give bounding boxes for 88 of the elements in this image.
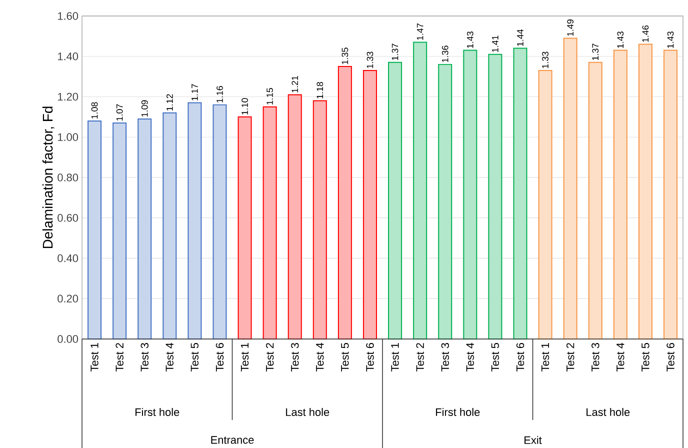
data-label: 1.46 <box>642 25 649 42</box>
data-label: 1.43 <box>466 32 474 48</box>
data-label: 1.44 <box>517 29 524 46</box>
y-tick-label: 1.00 <box>58 133 78 141</box>
y-tick-label: 0.80 <box>58 174 78 182</box>
x-tick-label: Test 5 <box>491 342 500 372</box>
x-tick-label: Test 6 <box>666 343 674 372</box>
x-tick-label: Test 1 <box>240 343 249 372</box>
x-tick-label: Test 4 <box>316 342 324 372</box>
y-tick-label: 1.40 <box>58 52 78 60</box>
data-label: 1.47 <box>416 24 424 40</box>
y-tick-label: 0.00 <box>58 335 78 343</box>
x-tick-label: Test 4 <box>166 342 174 372</box>
data-label: 1.35 <box>342 48 348 64</box>
x-tick-label: Test 6 <box>216 343 224 372</box>
x-tick-label: Test 3 <box>140 343 148 372</box>
bar <box>262 106 277 340</box>
bar <box>212 104 227 340</box>
bar <box>238 116 252 340</box>
bar <box>362 70 377 340</box>
bar <box>312 100 327 340</box>
data-label: 1.21 <box>292 76 298 92</box>
bar <box>338 66 352 340</box>
x-tick-label: Test 4 <box>466 342 474 372</box>
bar <box>563 38 578 340</box>
y-tick-label: 1.20 <box>58 92 78 101</box>
data-label: 1.16 <box>216 86 223 102</box>
bar <box>488 54 502 340</box>
bar <box>413 42 428 340</box>
data-label: 1.07 <box>116 104 123 121</box>
x-tick-label: Test 6 <box>516 343 524 372</box>
x-tick-label: Test 3 <box>290 343 299 372</box>
bar <box>438 64 452 340</box>
data-label: 1.33 <box>366 52 374 68</box>
bar <box>288 94 302 340</box>
bar <box>138 118 152 340</box>
x-tick-label: Test 1 <box>541 343 550 372</box>
data-label: 1.43 <box>617 32 624 48</box>
y-tick-label: 0.60 <box>58 214 78 222</box>
x-tick-label: Test 2 <box>116 343 124 372</box>
x-tick-label: Test 2 <box>266 343 274 372</box>
bar <box>162 112 177 340</box>
data-label: 1.10 <box>242 98 248 115</box>
text: Last hole <box>286 408 330 416</box>
data-label: 1.36 <box>442 46 448 62</box>
data-label: 1.18 <box>316 82 324 98</box>
bar <box>513 48 528 340</box>
x-tick-label: Test 6 <box>366 343 374 372</box>
x-tick-label: Test 5 <box>341 342 349 372</box>
text: Exit <box>524 436 542 444</box>
x-tick-label: Test 4 <box>616 342 624 372</box>
data-label: 1.17 <box>192 84 198 100</box>
bar <box>388 62 402 340</box>
x-tick-label: Test 5 <box>642 342 650 372</box>
data-label: 1.33 <box>542 52 548 68</box>
data-label: 1.49 <box>567 19 574 36</box>
x-tick-label: Test 2 <box>416 343 424 372</box>
y-tick-label: 0.40 <box>58 254 78 262</box>
x-tick-label: Test 5 <box>190 342 199 372</box>
data-label: 1.09 <box>141 100 148 117</box>
x-tick-label: Test 1 <box>391 343 399 372</box>
data-label: 1.41 <box>492 36 498 52</box>
bar <box>463 50 478 340</box>
x-tick-label: Test 3 <box>441 343 449 372</box>
bar <box>538 70 552 340</box>
y-axis-title: Delamination factor, Fd <box>42 106 54 248</box>
bar <box>663 50 678 340</box>
bar <box>88 120 102 340</box>
y-tick-label: 1.60 <box>58 12 78 20</box>
data-label: 1.37 <box>592 44 599 60</box>
data-label: 1.37 <box>392 44 398 60</box>
text: First hole <box>436 408 480 416</box>
x-tick-label: Test 3 <box>591 343 600 372</box>
bar <box>588 62 602 340</box>
data-label: 1.43 <box>667 32 674 48</box>
text: Last hole <box>586 408 630 416</box>
y-tick-label: 0.20 <box>58 294 78 302</box>
bar <box>638 44 652 340</box>
bar <box>188 102 202 340</box>
data-label: 1.08 <box>91 102 98 119</box>
x-tick-label: Test 2 <box>566 343 574 372</box>
data-label: 1.12 <box>166 94 173 110</box>
x-tick-label: Test 1 <box>90 343 98 372</box>
bar <box>613 50 628 340</box>
text: First hole <box>136 408 180 416</box>
bar <box>112 122 127 340</box>
text: Entrance <box>211 436 254 444</box>
data-label: 1.15 <box>266 88 273 104</box>
